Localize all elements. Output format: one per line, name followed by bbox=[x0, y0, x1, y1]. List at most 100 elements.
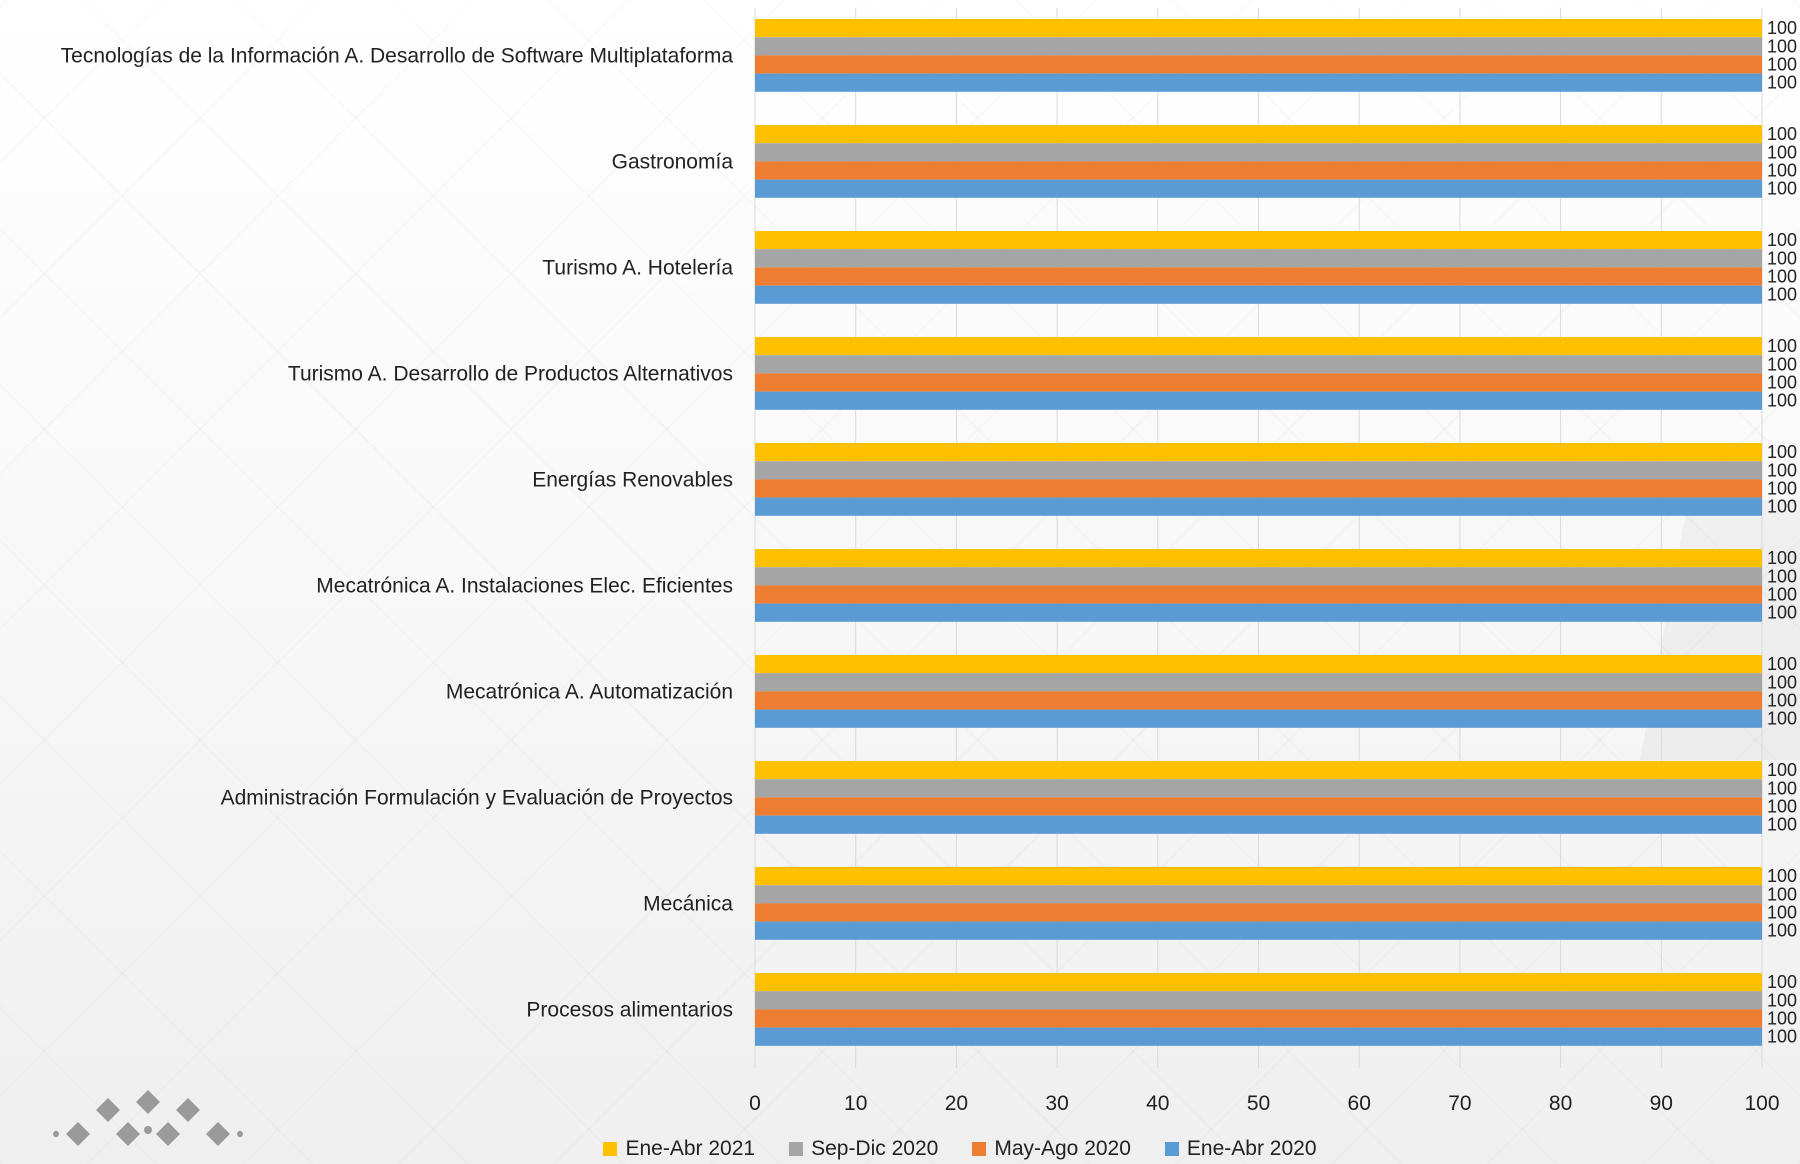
bar bbox=[755, 19, 1762, 38]
legend-item: Ene-Abr 2020 bbox=[1164, 1136, 1317, 1162]
legend-label: Ene-Abr 2020 bbox=[1186, 1137, 1317, 1160]
data-label: 100 bbox=[1767, 672, 1797, 692]
data-label: 100 bbox=[1767, 460, 1797, 480]
data-label: 100 bbox=[1767, 336, 1797, 356]
data-label: 100 bbox=[1767, 654, 1797, 674]
legend-label: Ene-Abr 2021 bbox=[625, 1137, 756, 1160]
x-tick-label: 30 bbox=[1045, 1092, 1068, 1115]
bar bbox=[755, 231, 1762, 250]
x-tick-label: 90 bbox=[1650, 1092, 1673, 1115]
category-label: Mecatrónica A. Instalaciones Elec. Efici… bbox=[316, 574, 733, 597]
x-tick-label: 50 bbox=[1247, 1092, 1270, 1115]
institution-logo-icon bbox=[48, 1078, 248, 1163]
x-tick-label: 70 bbox=[1448, 1092, 1471, 1115]
bar bbox=[755, 673, 1762, 692]
bar bbox=[755, 55, 1762, 74]
bar bbox=[755, 585, 1762, 604]
data-label: 100 bbox=[1767, 691, 1797, 711]
bar bbox=[755, 143, 1762, 162]
data-label: 100 bbox=[1767, 73, 1797, 93]
data-label: 100 bbox=[1767, 884, 1797, 904]
data-label: 100 bbox=[1767, 972, 1797, 992]
bar bbox=[755, 797, 1762, 816]
data-label: 100 bbox=[1767, 903, 1797, 923]
bar bbox=[755, 161, 1762, 180]
data-label: 100 bbox=[1767, 442, 1797, 462]
bar bbox=[755, 461, 1762, 480]
category-label: Administración Formulación y Evaluación … bbox=[221, 786, 733, 809]
data-label: 100 bbox=[1767, 1009, 1797, 1029]
chart-legend: Ene-Abr 2021 Sep-Dic 2020 May-Ago 2020 Ene-… bbox=[0, 1136, 1800, 1162]
data-label: 100 bbox=[1767, 760, 1797, 780]
category-label: Tecnologías de la Información A. Desarro… bbox=[61, 44, 734, 67]
bar bbox=[755, 549, 1762, 568]
bar bbox=[755, 885, 1762, 904]
legend-swatch bbox=[972, 1142, 987, 1156]
legend-item: Sep-Dic 2020 bbox=[789, 1136, 938, 1162]
bar bbox=[755, 567, 1762, 586]
data-label: 100 bbox=[1767, 230, 1797, 250]
category-label: Mecánica bbox=[643, 892, 733, 915]
bar bbox=[755, 973, 1762, 992]
data-label: 100 bbox=[1767, 479, 1797, 499]
data-label: 100 bbox=[1767, 566, 1797, 586]
bar bbox=[755, 867, 1762, 886]
bar bbox=[755, 779, 1762, 798]
data-label: 100 bbox=[1767, 866, 1797, 886]
bar bbox=[755, 249, 1762, 268]
category-label: Energías Renovables bbox=[532, 468, 733, 491]
data-label: 100 bbox=[1767, 921, 1797, 941]
data-label: 100 bbox=[1767, 124, 1797, 144]
bar bbox=[755, 761, 1762, 780]
x-tick-label: 100 bbox=[1744, 1092, 1779, 1115]
data-label: 100 bbox=[1767, 36, 1797, 56]
bar bbox=[755, 267, 1762, 286]
bar bbox=[755, 921, 1762, 940]
bar bbox=[755, 903, 1762, 922]
legend-label: May-Ago 2020 bbox=[994, 1137, 1131, 1160]
bar bbox=[755, 1009, 1762, 1028]
data-label: 100 bbox=[1767, 285, 1797, 305]
bar bbox=[755, 709, 1762, 728]
bar bbox=[755, 815, 1762, 834]
data-label: 100 bbox=[1767, 18, 1797, 38]
data-label: 100 bbox=[1767, 497, 1797, 517]
data-label: 100 bbox=[1767, 267, 1797, 287]
data-label: 100 bbox=[1767, 990, 1797, 1010]
bar bbox=[755, 355, 1762, 374]
data-label: 100 bbox=[1767, 603, 1797, 623]
bar bbox=[755, 479, 1762, 498]
bar bbox=[755, 443, 1762, 462]
data-label: 100 bbox=[1767, 778, 1797, 798]
legend-label: Sep-Dic 2020 bbox=[811, 1137, 939, 1160]
data-label: 100 bbox=[1767, 548, 1797, 568]
category-label: Turismo A. Desarrollo de Productos Alter… bbox=[288, 362, 733, 385]
data-label: 100 bbox=[1767, 248, 1797, 268]
data-label: 100 bbox=[1767, 161, 1797, 181]
data-label: 100 bbox=[1767, 1027, 1797, 1047]
data-label: 100 bbox=[1767, 179, 1797, 199]
legend-swatch bbox=[1164, 1142, 1179, 1156]
bar bbox=[755, 391, 1762, 410]
bar bbox=[755, 337, 1762, 356]
bar bbox=[755, 373, 1762, 392]
bar bbox=[755, 497, 1762, 516]
bar bbox=[755, 37, 1762, 56]
x-tick-label: 0 bbox=[749, 1092, 761, 1115]
data-label: 100 bbox=[1767, 55, 1797, 75]
bar bbox=[755, 285, 1762, 304]
data-label: 100 bbox=[1767, 142, 1797, 162]
data-label: 100 bbox=[1767, 797, 1797, 817]
x-tick-label: 20 bbox=[945, 1092, 968, 1115]
data-label: 100 bbox=[1767, 815, 1797, 835]
bar bbox=[755, 73, 1762, 92]
data-label: 100 bbox=[1767, 709, 1797, 729]
bar bbox=[755, 655, 1762, 674]
legend-swatch bbox=[603, 1142, 618, 1156]
data-label: 100 bbox=[1767, 391, 1797, 411]
bar bbox=[755, 991, 1762, 1010]
bar bbox=[755, 1027, 1762, 1046]
category-label: Procesos alimentarios bbox=[526, 998, 733, 1021]
legend-item: Ene-Abr 2021 bbox=[603, 1136, 755, 1162]
bar bbox=[755, 125, 1762, 144]
